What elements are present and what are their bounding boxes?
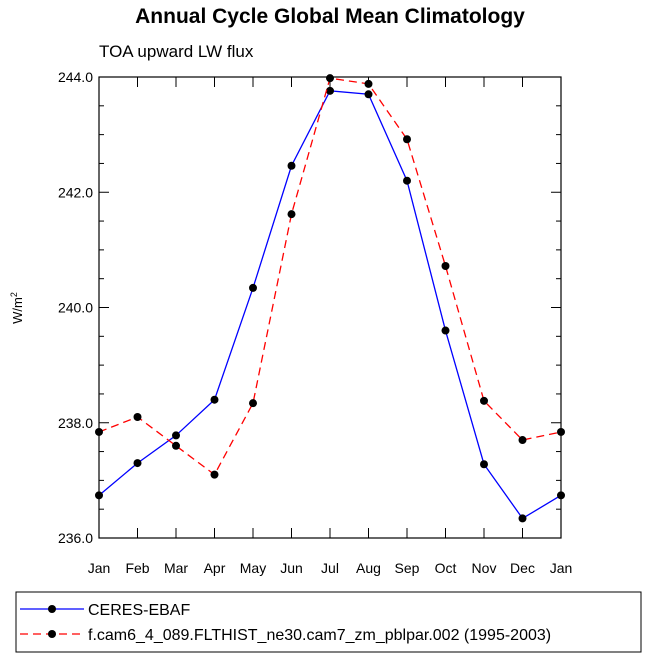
- legend: CERES-EBAF f.cam6_4_089.FLTHIST_ne30.cam7…: [20, 602, 551, 644]
- tick-labels: Jan Feb Mar Apr May Jun Jul Aug Sep Oct Nov Dec Jan 2…: [58, 69, 572, 576]
- y-tick-label: 242.0: [58, 184, 93, 200]
- data-point: [403, 176, 411, 185]
- data-point: [518, 514, 527, 523]
- x-tick-label: Jan: [88, 560, 111, 576]
- x-tick-label: Jan: [550, 560, 573, 576]
- x-tick-label: Dec: [510, 560, 535, 576]
- data-point: [364, 79, 373, 88]
- data-point: [326, 74, 334, 83]
- data-point: [210, 395, 219, 404]
- x-tick-label: May: [240, 560, 266, 576]
- x-tick-label: Feb: [125, 560, 149, 576]
- y-tick-label: 244.0: [58, 69, 93, 85]
- data-point: [287, 161, 296, 170]
- legend-box: [15, 591, 642, 653]
- legend-label-1: CERES-EBAF: [88, 602, 190, 619]
- chart-title: Annual Cycle Global Mean Climatology: [135, 5, 525, 28]
- series-line-1: [98, 90, 562, 520]
- chart-subtitle: TOA upward LW flux: [99, 42, 254, 61]
- data-point: [133, 412, 142, 421]
- data-point: [326, 86, 334, 95]
- data-point: [480, 460, 488, 469]
- data-point: [133, 459, 142, 468]
- data-point: [249, 283, 257, 292]
- legend-marker: [48, 605, 56, 613]
- x-tick-label: Jul: [321, 560, 339, 576]
- data-point: [364, 90, 373, 99]
- x-tick-label: Aug: [356, 560, 381, 576]
- axis-ticks: [98, 76, 562, 539]
- x-tick-label: Jun: [280, 560, 303, 576]
- data-point: [441, 262, 450, 271]
- data-point: [518, 436, 527, 445]
- data-point: [210, 470, 219, 479]
- x-tick-label: Oct: [435, 560, 457, 576]
- y-tick-label: 238.0: [58, 415, 93, 431]
- y-axis-label: W/m2: [9, 292, 25, 324]
- legend-label-2: f.cam6_4_089.FLTHIST_ne30.cam7_zm_pblpar…: [88, 627, 551, 644]
- x-tick-label: Mar: [164, 560, 188, 576]
- x-tick-label: Sep: [395, 560, 420, 576]
- data-point: [287, 210, 296, 219]
- series-line-2: [98, 77, 562, 476]
- series-layer: [95, 74, 565, 523]
- data-point: [249, 399, 257, 408]
- data-point: [172, 431, 180, 440]
- x-tick-label: Apr: [204, 560, 226, 576]
- y-tick-label: 240.0: [58, 300, 93, 316]
- x-tick-label: Nov: [472, 560, 497, 576]
- data-point: [172, 441, 180, 450]
- plot-frame: [98, 76, 562, 539]
- y-tick-label: 236.0: [58, 530, 93, 546]
- data-point: [480, 396, 488, 405]
- data-point: [441, 326, 450, 335]
- legend-marker: [48, 630, 56, 638]
- data-point: [403, 135, 411, 144]
